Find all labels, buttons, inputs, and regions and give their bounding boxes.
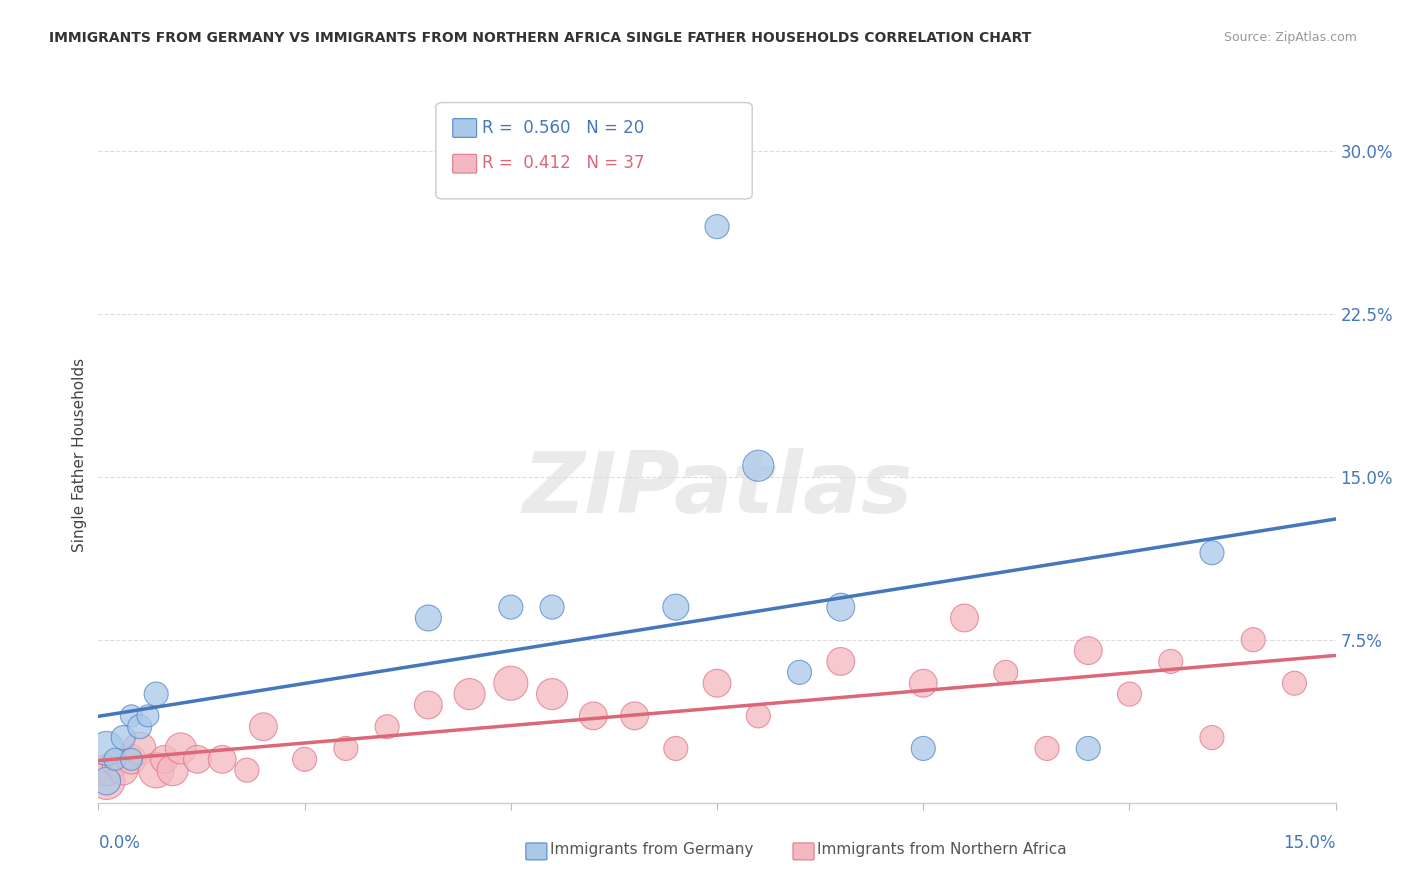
Point bbox=[1241, 632, 1264, 647]
Point bbox=[120, 752, 142, 766]
Point bbox=[136, 708, 159, 723]
Point bbox=[912, 676, 935, 690]
Point bbox=[499, 676, 522, 690]
Point bbox=[665, 600, 688, 615]
Point bbox=[994, 665, 1017, 680]
Point bbox=[912, 741, 935, 756]
Text: IMMIGRANTS FROM GERMANY VS IMMIGRANTS FROM NORTHERN AFRICA SINGLE FATHER HOUSEHO: IMMIGRANTS FROM GERMANY VS IMMIGRANTS FR… bbox=[49, 31, 1032, 45]
Point bbox=[236, 763, 259, 777]
Text: 0.0%: 0.0% bbox=[98, 834, 141, 852]
Point bbox=[96, 774, 118, 789]
Point bbox=[541, 687, 564, 701]
Point bbox=[211, 752, 233, 766]
Point bbox=[541, 600, 564, 615]
Point bbox=[128, 720, 150, 734]
Point bbox=[830, 655, 852, 669]
Text: R =  0.412   N = 37: R = 0.412 N = 37 bbox=[482, 154, 645, 172]
Point bbox=[747, 458, 769, 473]
Y-axis label: Single Father Households: Single Father Households bbox=[72, 358, 87, 552]
Point bbox=[96, 741, 118, 756]
Point bbox=[112, 763, 135, 777]
Point bbox=[145, 763, 167, 777]
Point bbox=[145, 687, 167, 701]
Point bbox=[1201, 731, 1223, 745]
Point bbox=[1284, 676, 1306, 690]
Point bbox=[1201, 546, 1223, 560]
Point bbox=[1160, 655, 1182, 669]
Point bbox=[582, 708, 605, 723]
Point bbox=[623, 708, 645, 723]
Point bbox=[665, 741, 688, 756]
Point bbox=[1077, 741, 1099, 756]
Text: R =  0.560   N = 20: R = 0.560 N = 20 bbox=[482, 119, 644, 136]
Text: Source: ZipAtlas.com: Source: ZipAtlas.com bbox=[1223, 31, 1357, 45]
Text: ZIPatlas: ZIPatlas bbox=[522, 448, 912, 532]
Point bbox=[706, 219, 728, 234]
Point bbox=[1077, 643, 1099, 657]
Point bbox=[120, 752, 142, 766]
Text: 15.0%: 15.0% bbox=[1284, 834, 1336, 852]
Point bbox=[1118, 687, 1140, 701]
Point bbox=[153, 752, 176, 766]
Point bbox=[186, 752, 208, 766]
Point bbox=[104, 756, 127, 771]
Point bbox=[96, 763, 118, 777]
Point bbox=[96, 774, 118, 789]
Point bbox=[830, 600, 852, 615]
Point bbox=[162, 763, 184, 777]
Point bbox=[294, 752, 316, 766]
Point bbox=[252, 720, 274, 734]
Point bbox=[104, 752, 127, 766]
Point bbox=[112, 731, 135, 745]
Text: Immigrants from Northern Africa: Immigrants from Northern Africa bbox=[817, 842, 1067, 856]
Point bbox=[335, 741, 357, 756]
Point bbox=[706, 676, 728, 690]
Point bbox=[789, 665, 811, 680]
Point bbox=[458, 687, 481, 701]
Point bbox=[953, 611, 976, 625]
Point bbox=[128, 741, 150, 756]
Text: Immigrants from Germany: Immigrants from Germany bbox=[550, 842, 754, 856]
Point bbox=[120, 708, 142, 723]
Point bbox=[418, 698, 440, 712]
Point bbox=[1036, 741, 1059, 756]
Point bbox=[418, 611, 440, 625]
Point bbox=[747, 708, 769, 723]
Point bbox=[375, 720, 398, 734]
Point bbox=[499, 600, 522, 615]
Point bbox=[170, 741, 193, 756]
